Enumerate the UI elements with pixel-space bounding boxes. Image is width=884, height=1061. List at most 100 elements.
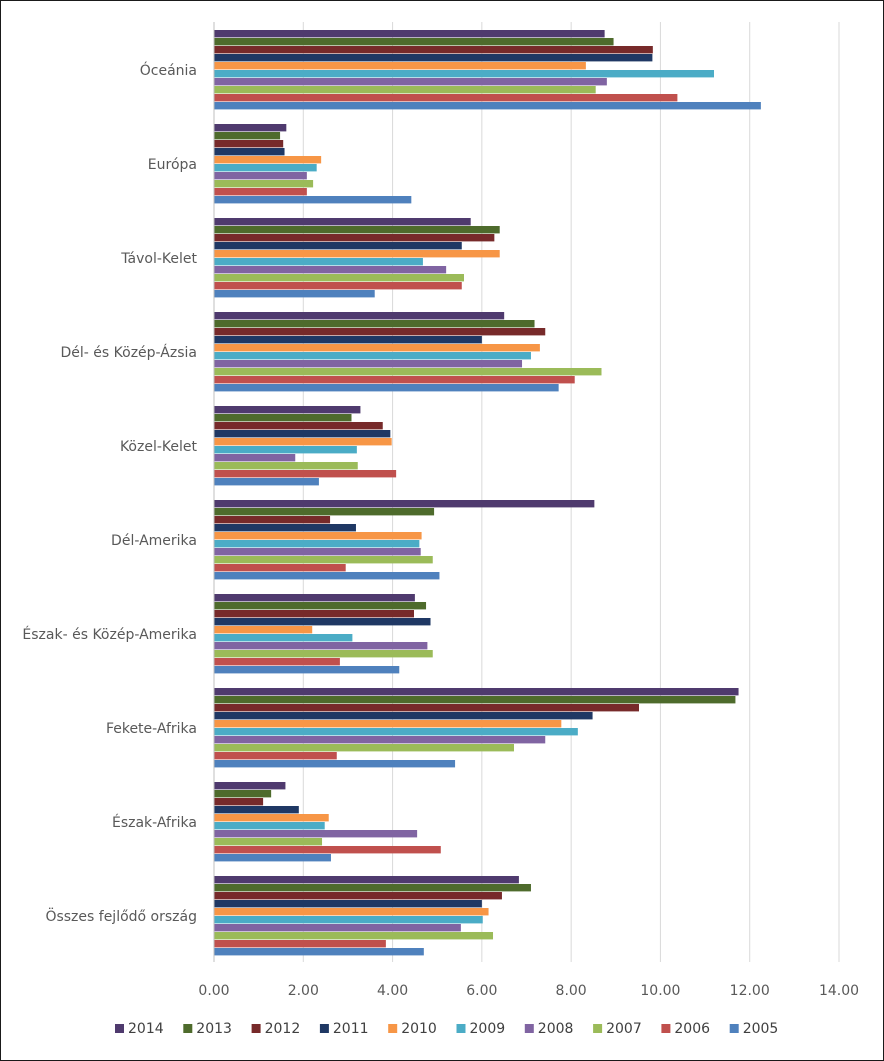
gridlines bbox=[302, 22, 840, 962]
bar-2008 bbox=[214, 360, 523, 368]
bar-2009 bbox=[214, 634, 353, 642]
legend-swatch-2005 bbox=[729, 1024, 739, 1033]
bar-2007 bbox=[214, 180, 314, 188]
bar-2012 bbox=[214, 610, 414, 618]
bar-2007 bbox=[214, 932, 494, 940]
bar-2009 bbox=[214, 352, 531, 360]
bar-2009 bbox=[214, 70, 714, 78]
legend: 2014 2013 2012 2011 2010 2009 2008 2007 2006 2005 bbox=[115, 1021, 778, 1037]
bar-2006 bbox=[214, 564, 346, 572]
x-tick-label: 2.00 bbox=[288, 983, 319, 999]
bar-2006 bbox=[214, 940, 386, 948]
bar-2008 bbox=[214, 736, 546, 744]
bar-2011 bbox=[214, 430, 391, 438]
category-label: Dél- és Közép-Ázsia bbox=[61, 344, 197, 361]
x-tick-label: 10.00 bbox=[640, 983, 680, 999]
bar-2014 bbox=[214, 124, 287, 132]
bar-2009 bbox=[214, 446, 357, 454]
x-tick-label: 14.00 bbox=[819, 983, 859, 999]
legend-label-2011: 2011 bbox=[333, 1021, 369, 1037]
legend-swatch-2011 bbox=[319, 1024, 329, 1033]
bar-2013 bbox=[214, 320, 535, 328]
bar-2007 bbox=[214, 744, 514, 752]
bar-2013 bbox=[214, 132, 281, 140]
legend-swatch-2008 bbox=[524, 1024, 534, 1033]
category-label: Közel-Kelet bbox=[120, 439, 198, 455]
bar-2013 bbox=[214, 884, 531, 892]
bar-2009 bbox=[214, 164, 317, 172]
bar-2014 bbox=[214, 30, 605, 38]
bar-2012 bbox=[214, 234, 495, 242]
bar-2005 bbox=[214, 290, 375, 298]
category-label: Távol-Kelet bbox=[120, 251, 197, 267]
legend-swatch-2013 bbox=[183, 1024, 193, 1033]
bar-2005 bbox=[214, 854, 331, 862]
legend-label-2010: 2010 bbox=[401, 1021, 437, 1037]
legend-label-2006: 2006 bbox=[674, 1021, 710, 1037]
bar-2013 bbox=[214, 38, 614, 46]
bar-2014 bbox=[214, 500, 595, 508]
bar-2014 bbox=[214, 876, 519, 884]
bar-2010 bbox=[214, 344, 540, 352]
bar-2013 bbox=[214, 508, 435, 516]
x-tick-label: 4.00 bbox=[377, 983, 408, 999]
bar-2008 bbox=[214, 642, 428, 650]
bar-2009 bbox=[214, 258, 423, 266]
bar-2005 bbox=[214, 572, 440, 580]
legend-swatch-2006 bbox=[661, 1024, 671, 1033]
bar-2008 bbox=[214, 172, 307, 180]
bar-2007 bbox=[214, 556, 433, 564]
bar-2013 bbox=[214, 696, 736, 704]
x-tick-label: 0.00 bbox=[198, 983, 229, 999]
bar-2008 bbox=[214, 266, 447, 274]
bar-2014 bbox=[214, 406, 361, 414]
bar-2012 bbox=[214, 704, 639, 712]
legend-label-2009: 2009 bbox=[470, 1021, 506, 1037]
legend-swatch-2009 bbox=[456, 1024, 466, 1033]
category-label: Észak- és Közép-Amerika bbox=[22, 626, 197, 643]
bar-2011 bbox=[214, 806, 299, 814]
bar-2009 bbox=[214, 822, 325, 830]
legend-label-2014: 2014 bbox=[128, 1021, 164, 1037]
legend-swatch-2014 bbox=[115, 1024, 124, 1033]
legend-swatch-2012 bbox=[251, 1024, 261, 1033]
bar-2005 bbox=[214, 948, 424, 956]
bar-2007 bbox=[214, 650, 433, 658]
bar-2008 bbox=[214, 454, 296, 462]
bar-2007 bbox=[214, 838, 323, 846]
bar-2014 bbox=[214, 782, 286, 790]
legend-label-2013: 2013 bbox=[196, 1021, 232, 1037]
x-tick-labels: 0.00 2.00 4.00 6.00 8.00 10.00 12.00 14.00 bbox=[198, 983, 859, 999]
bar-2005 bbox=[214, 760, 456, 768]
bar-2012 bbox=[214, 516, 331, 524]
bar-2013 bbox=[214, 414, 352, 422]
bar-2010 bbox=[214, 814, 329, 822]
legend-label-2007: 2007 bbox=[606, 1021, 642, 1037]
bar-2006 bbox=[214, 752, 337, 760]
bar-2012 bbox=[214, 46, 653, 54]
bar-2013 bbox=[214, 790, 272, 798]
bar-2009 bbox=[214, 728, 578, 736]
bar-2011 bbox=[214, 148, 285, 156]
bar-2007 bbox=[214, 368, 602, 376]
bar-2012 bbox=[214, 140, 284, 148]
bar-2007 bbox=[214, 462, 358, 470]
bar-2014 bbox=[214, 312, 505, 320]
bar-2010 bbox=[214, 438, 392, 446]
legend-label-2005: 2005 bbox=[743, 1021, 779, 1037]
bar-2013 bbox=[214, 226, 500, 234]
bar-2009 bbox=[214, 540, 420, 548]
x-tick-label: 6.00 bbox=[466, 983, 497, 999]
bar-2012 bbox=[214, 892, 502, 900]
bar-2006 bbox=[214, 282, 462, 290]
bar-2008 bbox=[214, 830, 418, 838]
bar-2011 bbox=[214, 524, 356, 532]
bar-2008 bbox=[214, 548, 421, 556]
category-label: Észak-Afrika bbox=[112, 814, 197, 831]
bar-2010 bbox=[214, 720, 562, 728]
bar-2011 bbox=[214, 54, 653, 62]
bar-2011 bbox=[214, 900, 482, 908]
x-tick-label: 12.00 bbox=[730, 983, 770, 999]
bar-2006 bbox=[214, 376, 575, 384]
